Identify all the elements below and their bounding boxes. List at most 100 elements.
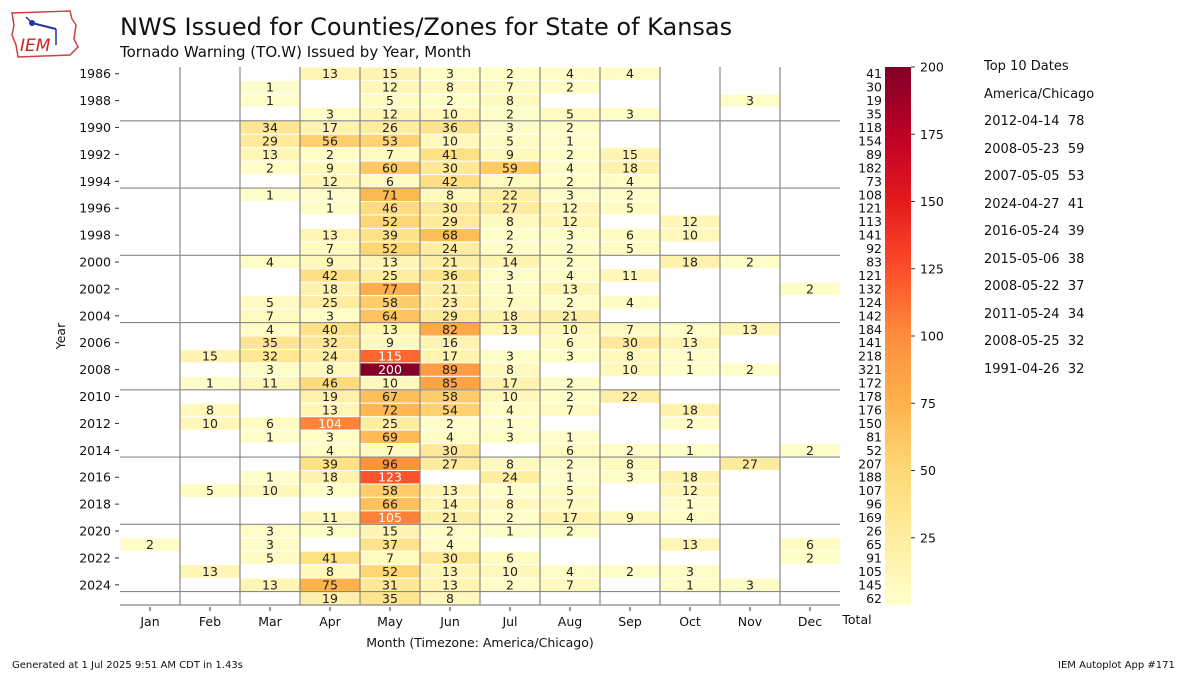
cell-value-label: 13	[562, 281, 578, 296]
cell-value-label: 9	[626, 510, 634, 525]
cell-value-label: 2	[566, 389, 574, 404]
cell-value-label: 37	[382, 537, 398, 552]
row-total-label: 62	[866, 591, 882, 606]
row-total-label: 41	[866, 66, 882, 81]
cell-value-label: 3	[506, 268, 514, 283]
cell-value-label: 2	[566, 376, 574, 391]
row-total-label: 141	[858, 228, 882, 243]
cell-value-label: 53	[382, 133, 398, 148]
cell-value-label: 7	[266, 308, 274, 323]
iem-logo: IEM	[11, 10, 79, 58]
cell-value-label: 1	[566, 429, 574, 444]
row-total-label: 132	[858, 281, 882, 296]
cell-value-label: 8	[326, 362, 334, 377]
cell-value-label: 13	[442, 564, 458, 579]
x-tick-label: Feb	[199, 614, 221, 629]
row-total-label: 108	[858, 187, 882, 202]
cell-value-label: 21	[442, 281, 458, 296]
colorbar-tick-label: 75	[920, 396, 936, 411]
cell-value-label: 18	[622, 160, 638, 175]
cell-value-label: 11	[622, 268, 638, 283]
cell-value-label: 2	[566, 241, 574, 256]
cell-value-label: 66	[382, 497, 398, 512]
cell-value-label: 10	[682, 228, 698, 243]
colorbar	[885, 67, 911, 605]
cell-value-label: 1	[506, 281, 514, 296]
cell-value-label: 3	[746, 93, 754, 108]
cell-value-label: 27	[742, 456, 758, 471]
cell-value-label: 3	[506, 349, 514, 364]
cell-value-label: 3	[446, 66, 454, 81]
top-date-item: 2016-05-24 39	[984, 224, 1085, 239]
cell-value-label: 75	[322, 577, 338, 592]
row-total-label: 321	[858, 362, 882, 377]
row-total-label: 218	[858, 349, 882, 364]
cell-value-label: 4	[566, 160, 574, 175]
x-tick-label: Dec	[798, 614, 822, 629]
x-tick-label: Sep	[618, 614, 642, 629]
cell-value-label: 85	[442, 376, 458, 391]
cell-value-label: 2	[626, 564, 634, 579]
cell-value-label: 30	[442, 550, 458, 565]
y-tick-label: 2014	[79, 443, 111, 458]
cell-value-label: 7	[506, 174, 514, 189]
row-total-label: 26	[866, 524, 882, 539]
y-tick-label: 1986	[79, 66, 111, 81]
cell-value-label: 1	[566, 133, 574, 148]
cell-value-label: 4	[326, 443, 334, 458]
cell-value-label: 12	[382, 80, 398, 95]
cell-value-label: 41	[322, 550, 338, 565]
top-dates-title: Top 10 Dates	[984, 59, 1069, 74]
y-tick-label: 1992	[79, 147, 111, 162]
cell-value-label: 7	[326, 241, 334, 256]
cell-value-label: 13	[682, 537, 698, 552]
cell-value-label: 1	[506, 483, 514, 498]
cell-value-label: 52	[382, 214, 398, 229]
colorbar-tick-label: 175	[920, 127, 944, 142]
cell-value-label: 24	[442, 241, 458, 256]
cell-value-label: 7	[566, 577, 574, 592]
x-tick-label: May	[377, 614, 403, 629]
cell-value-label: 27	[502, 201, 518, 216]
top-date-item: 2012-04-14 78	[984, 114, 1085, 129]
row-total-label: 65	[866, 537, 882, 552]
row-total-label: 96	[866, 497, 882, 512]
row-total-label: 188	[858, 470, 882, 485]
cell-value-label: 3	[506, 120, 514, 135]
cell-value-label: 40	[322, 322, 338, 337]
cell-value-label: 5	[566, 483, 574, 498]
cell-value-label: 2	[146, 537, 154, 552]
cell-value-label: 13	[442, 483, 458, 498]
cell-value-label: 3	[266, 362, 274, 377]
cell-value-label: 2	[806, 550, 814, 565]
cell-value-label: 3	[266, 537, 274, 552]
row-total-label: 107	[858, 483, 882, 498]
top-dates-timezone: America/Chicago	[984, 86, 1095, 102]
row-total-label: 178	[858, 389, 882, 404]
cell-value-label: 36	[442, 268, 458, 283]
cell-value-label: 22	[502, 187, 518, 202]
cell-value-label: 4	[566, 268, 574, 283]
cell-value-label: 1	[266, 80, 274, 95]
cell-value-label: 11	[322, 510, 338, 525]
cell-value-label: 1	[266, 470, 274, 485]
cell-value-label: 52	[382, 564, 398, 579]
cell-value-label: 2	[686, 322, 694, 337]
cell-value-label: 42	[442, 174, 458, 189]
cell-value-label: 8	[206, 402, 214, 417]
cell-value-label: 12	[382, 107, 398, 122]
cell-value-label: 15	[202, 349, 218, 364]
cell-value-label: 2	[626, 443, 634, 458]
cell-value-label: 58	[382, 295, 398, 310]
top-date-item: 2007-05-05 53	[984, 169, 1085, 184]
cell-value-label: 10	[442, 133, 458, 148]
row-total-label: 121	[858, 268, 882, 283]
cell-value-label: 3	[326, 483, 334, 498]
cell-value-label: 2	[326, 147, 334, 162]
cell-value-label: 4	[566, 564, 574, 579]
cell-value-label: 3	[326, 107, 334, 122]
cell-value-label: 30	[442, 160, 458, 175]
generated-note: Generated at 1 Jul 2025 9:51 AM CDT in 1…	[12, 660, 243, 671]
cell-value-label: 3	[266, 524, 274, 539]
row-total-label: 141	[858, 335, 882, 350]
